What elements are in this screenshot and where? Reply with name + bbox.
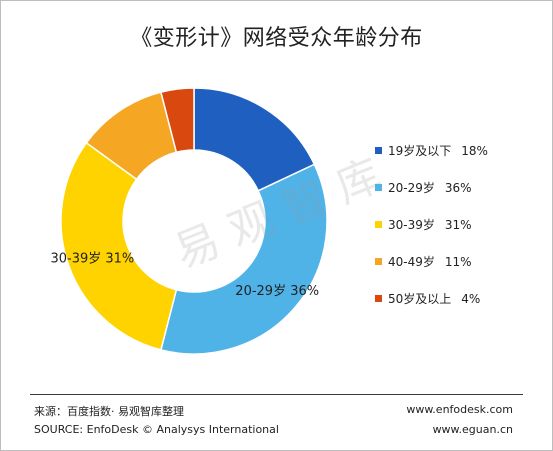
donut-slice-2 [160,163,328,355]
legend-item-4: 40-49岁 11% [375,243,545,280]
legend-swatch [375,221,382,228]
footer-divider [30,394,523,395]
legend-item-5: 50岁及以上 4% [375,280,545,317]
donut-slice-5 [160,87,195,154]
legend-swatch [375,258,382,265]
legend-label: 50岁及以上 [388,292,452,306]
legend-value: 36% [444,180,472,195]
legend-label: 19岁及以下 [388,144,452,158]
legend-item-1: 19岁及以下 18% [375,132,545,169]
site-enfodesk: www.enfodesk.com [406,403,513,416]
legend-value: 31% [444,217,472,232]
legend-item-2: 20-29岁 36% [375,169,545,206]
legend-label: 30-39岁 [388,218,435,232]
legend-swatch [375,147,382,154]
chart-title: 《变形计》网络受众年龄分布 [130,26,423,51]
data-label-3: 30-39岁 31% [50,252,134,267]
legend-label: 40-49岁 [388,255,435,269]
donut-slice-3 [60,141,178,351]
data-label-2: 20-29岁 36% [235,284,319,299]
legend-value: 4% [461,291,481,306]
legend-item-3: 30-39岁 31% [375,206,545,243]
legend: 19岁及以下 18% 20-29岁 36% 30-39岁 31% 40-49岁 11% 50岁及… [375,132,545,317]
legend-label: 20-29岁 [388,181,435,195]
source-cn: 来源：百度指数· 易观智库整理 [34,405,184,418]
legend-swatch [375,184,382,191]
legend-value: 18% [461,143,488,158]
source-en: SOURCE: EnfoDesk © Analysys Internationa… [34,423,279,436]
legend-swatch [375,295,382,302]
site-eguan: www.eguan.cn [432,423,513,436]
legend-value: 11% [444,254,472,269]
